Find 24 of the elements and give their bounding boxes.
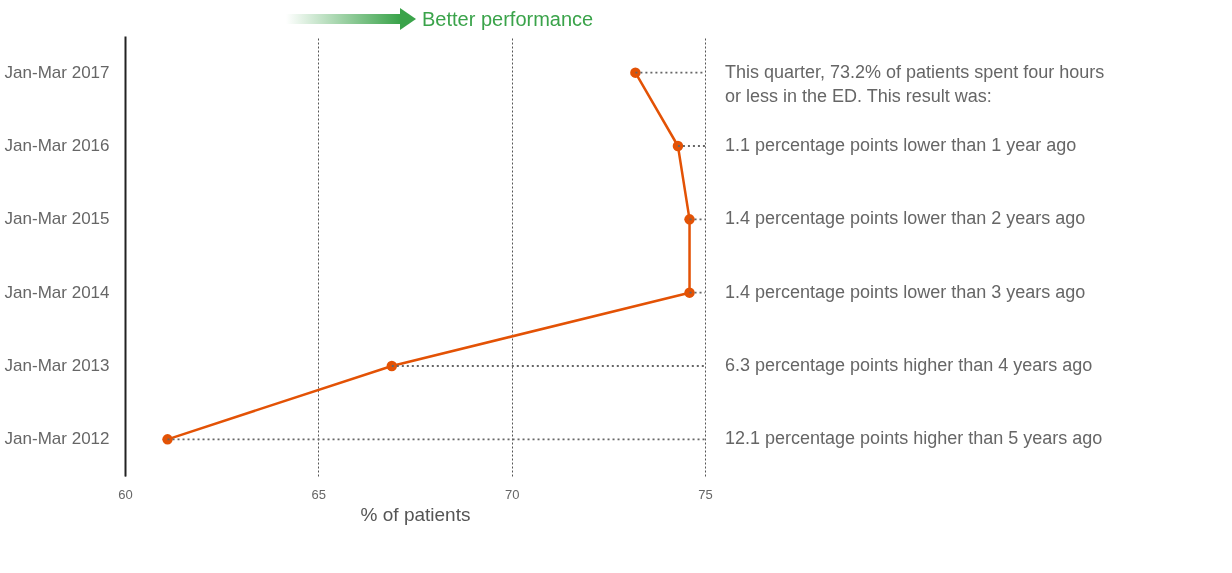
point (684, 214, 695, 225)
x-tick-label: 75 (698, 486, 713, 502)
point (386, 360, 398, 372)
x-tick-label: 65 (311, 486, 327, 502)
x-tick-label: 60 (118, 486, 133, 502)
y-tick-label: Jan-Mar 2014 (4, 282, 110, 302)
annotation: 6.3 percentage points higher than 4 years ago (725, 355, 1093, 375)
annotation: This quarter, 73.2% of patients spent four hours or less in the ED. This result was: (725, 61, 1105, 106)
point (672, 140, 684, 152)
point (684, 287, 695, 298)
text: Better performance (422, 7, 594, 31)
point (630, 67, 641, 78)
annotation: 1.4 percentage points lower than 2 years ago (725, 208, 1086, 229)
y-tick-label: Jan-Mar 2012 (4, 429, 110, 449)
y-tick-label: Jan-Mar 2016 (4, 136, 110, 155)
point (162, 434, 173, 445)
x-tick-label: 70 (504, 486, 520, 502)
y-tick-label: Jan-Mar 2017 (4, 62, 110, 82)
annotation: 12.1 percentage points higher than 5 years ago (725, 428, 1103, 449)
y-tick-label: Jan-Mar 2013 (4, 356, 110, 375)
annotation: 1.4 percentage points lower than 3 years ago (725, 281, 1086, 302)
x-axis-title: % of patients (360, 503, 471, 525)
y-tick-label: Jan-Mar 2015 (4, 209, 110, 229)
annotation: 1.1 percentage points lower than 1 year ago (725, 135, 1077, 155)
